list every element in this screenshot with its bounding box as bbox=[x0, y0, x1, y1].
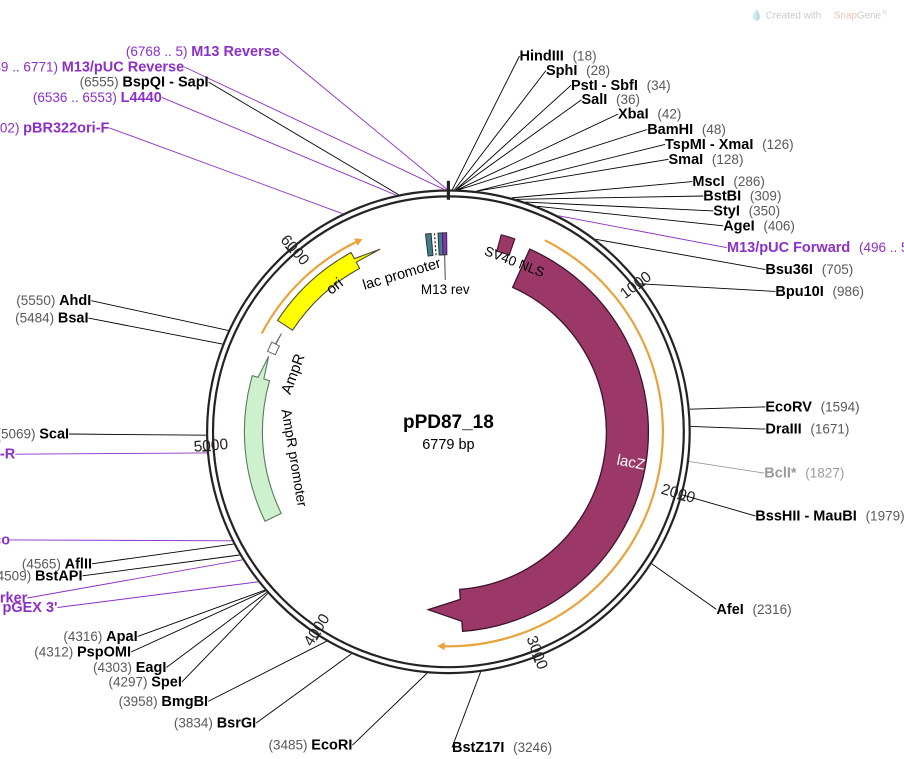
svg-text:(6536 .. 6553) L4440: (6536 .. 6553) L4440 bbox=[33, 90, 162, 106]
svg-text:M13 rev: M13 rev bbox=[421, 282, 470, 297]
svg-text:M13/pUC Forward (496 .. 518): M13/pUC Forward (496 .. 518) bbox=[727, 240, 904, 256]
svg-text:(4572 .. 4590) pBRforEco: (4572 .. 4590) pBRforEco bbox=[0, 532, 10, 548]
svg-text:Bsu36I (705): Bsu36I (705) bbox=[765, 262, 853, 278]
svg-text:(5484) BsaI: (5484) BsaI bbox=[15, 311, 88, 327]
svg-text:(3485) EcoRI: (3485) EcoRI bbox=[269, 738, 353, 754]
svg-text:DraIII (1671): DraIII (1671) bbox=[765, 422, 849, 438]
svg-text:pPD87_18: pPD87_18 bbox=[403, 412, 494, 433]
svg-text:(4297) SpeI: (4297) SpeI bbox=[108, 674, 181, 690]
svg-text:(6749 .. 6771) M13/pUC Reverse: (6749 .. 6771) M13/pUC Reverse bbox=[0, 59, 184, 75]
svg-text:Bpu10I (986): Bpu10I (986) bbox=[775, 284, 864, 300]
svg-text:(5550) AhdI: (5550) AhdI bbox=[16, 293, 91, 309]
svg-text:(6283 .. 6302) pBR322ori-F: (6283 .. 6302) pBR322ori-F bbox=[0, 120, 110, 136]
svg-text:(3834) BsrGI: (3834) BsrGI bbox=[174, 716, 256, 732]
svg-text:Snap: Snap bbox=[834, 10, 858, 21]
svg-text:®: ® bbox=[882, 10, 887, 17]
svg-text:AgeI (406): AgeI (406) bbox=[723, 218, 795, 234]
svg-text:(6768 .. 5) M13 Reverse: (6768 .. 5) M13 Reverse bbox=[126, 44, 280, 60]
svg-text:6779 bp: 6779 bp bbox=[422, 437, 474, 453]
svg-text:(4312) PspOMI: (4312) PspOMI bbox=[34, 645, 131, 661]
svg-text:BclI* (1827): BclI* (1827) bbox=[764, 466, 844, 482]
svg-text:StyI (350): StyI (350) bbox=[713, 203, 780, 219]
svg-text:Gene: Gene bbox=[857, 10, 882, 21]
svg-text:(4981 .. 5000) Amp-R: (4981 .. 5000) Amp-R bbox=[0, 447, 16, 463]
svg-text:AfeI (2316): AfeI (2316) bbox=[716, 602, 791, 618]
svg-text:(6555) BspQI - SapI: (6555) BspQI - SapI bbox=[80, 75, 209, 91]
svg-text:BstZ17I (3246): BstZ17I (3246) bbox=[452, 740, 552, 756]
svg-text:(4509) BstAPI: (4509) BstAPI bbox=[0, 568, 83, 584]
svg-text:BamHI (48): BamHI (48) bbox=[647, 122, 726, 138]
svg-text:(4316) ApaI: (4316) ApaI bbox=[63, 629, 137, 645]
svg-text:BssHII - MauBI (1979): BssHII - MauBI (1979) bbox=[755, 508, 904, 524]
svg-text:(4353 .. 4375) pGEX 3': (4353 .. 4375) pGEX 3' bbox=[0, 600, 58, 616]
svg-text:Created with: Created with bbox=[766, 10, 822, 21]
svg-text:TspMI - XmaI (126): TspMI - XmaI (126) bbox=[665, 137, 794, 153]
svg-text:(5069) ScaI: (5069) ScaI bbox=[0, 427, 69, 443]
svg-text:(3958) BmgBI: (3958) BmgBI bbox=[119, 694, 209, 710]
